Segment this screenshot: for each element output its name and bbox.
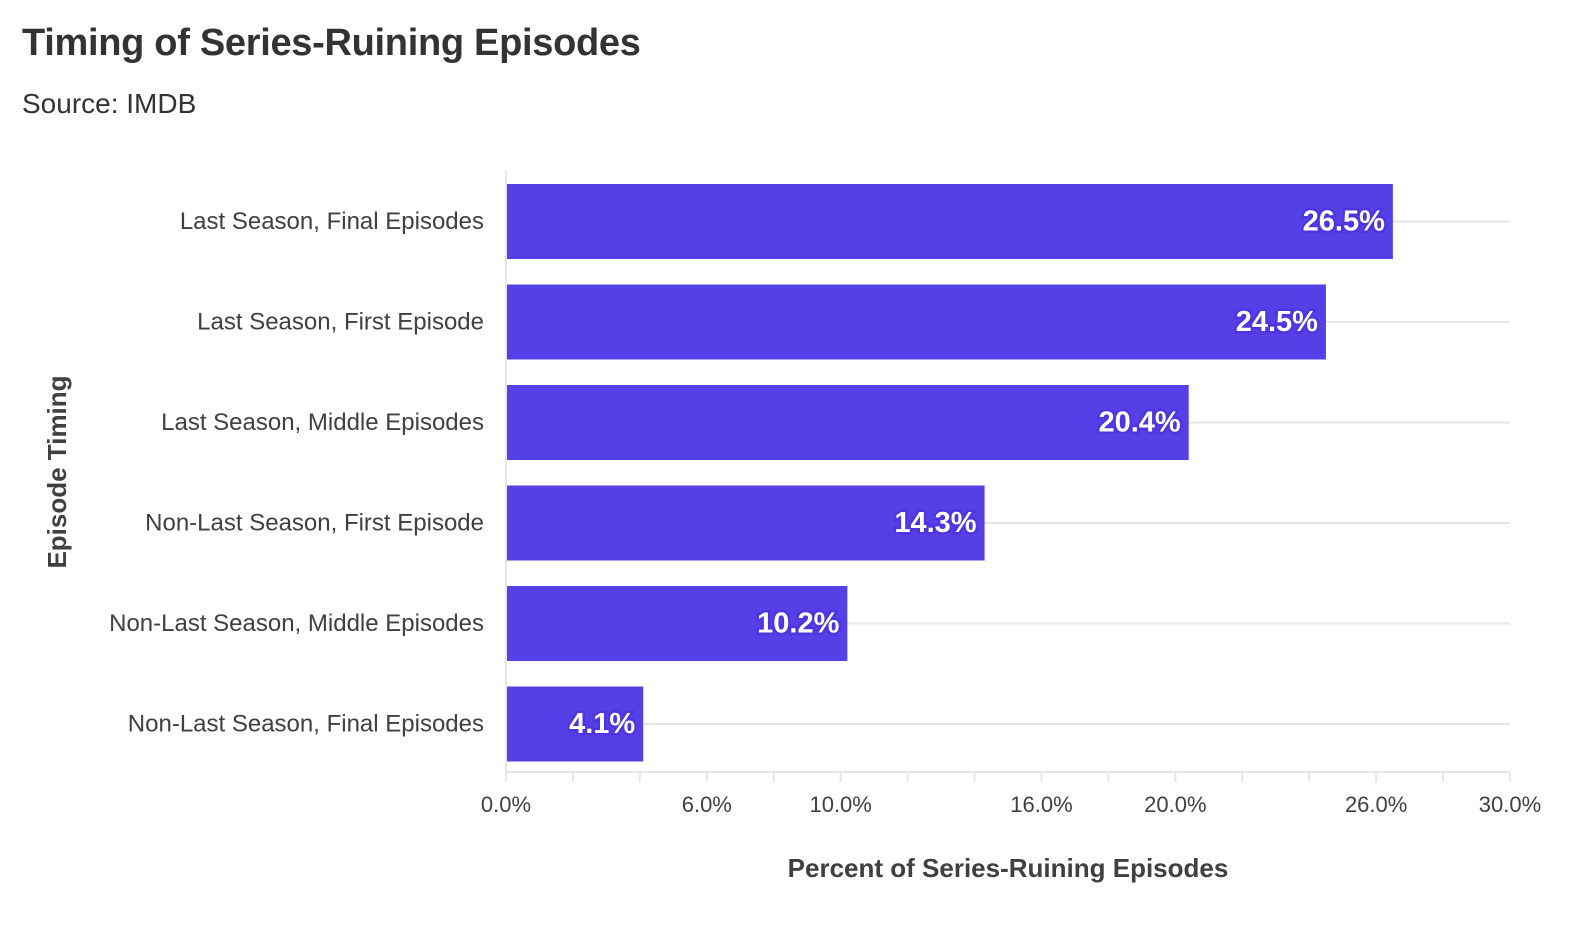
data-label: 26.5% bbox=[1303, 206, 1385, 238]
bar bbox=[506, 586, 848, 661]
data-labels: 26.5% 24.5% 20.4% 14.3% 10.2% 4.1% bbox=[567, 203, 1388, 743]
data-label: 10.2% bbox=[757, 608, 839, 640]
y-axis-title: Episode Timing bbox=[42, 375, 72, 568]
data-label: 24.5% bbox=[1236, 306, 1318, 338]
chart-subtitle: Source: IMDB bbox=[22, 88, 197, 119]
data-label: 20.4% bbox=[1098, 407, 1180, 439]
x-tick-label: 16.0% bbox=[1010, 792, 1072, 817]
bar bbox=[506, 284, 1326, 360]
x-tick-label: 0.0% bbox=[481, 792, 531, 817]
category-label: Last Season, Final Episodes bbox=[180, 208, 484, 235]
data-label: 4.1% bbox=[569, 708, 635, 740]
x-tick-label: 30.0% bbox=[1479, 792, 1541, 817]
category-label: Non-Last Season, First Episode bbox=[145, 510, 484, 537]
bar bbox=[506, 385, 1189, 460]
x-tick-label: 10.0% bbox=[809, 792, 871, 817]
x-tick-label: 26.0% bbox=[1345, 792, 1407, 817]
x-axis-title: Percent of Series-Ruining Episodes bbox=[788, 853, 1229, 883]
x-axis: 0.0% 6.0% 10.0% 16.0% 20.0% 26.0% 30.0% bbox=[481, 170, 1541, 817]
bar bbox=[506, 686, 644, 762]
x-tick-label: 6.0% bbox=[682, 792, 732, 817]
bars bbox=[506, 184, 1393, 762]
category-label: Non-Last Season, Final Episodes bbox=[128, 711, 484, 738]
chart-title: Timing of Series-Ruining Episodes bbox=[22, 22, 641, 64]
bar bbox=[506, 485, 985, 561]
bar bbox=[506, 184, 1393, 259]
category-label: Last Season, First Episode bbox=[197, 309, 484, 336]
x-tick-label: 20.0% bbox=[1144, 792, 1206, 817]
data-label: 14.3% bbox=[894, 507, 976, 539]
category-labels: Last Season, Final Episodes Last Season, … bbox=[109, 208, 484, 738]
category-label: Non-Last Season, Middle Episodes bbox=[109, 610, 484, 637]
category-label: Last Season, Middle Episodes bbox=[161, 409, 484, 436]
